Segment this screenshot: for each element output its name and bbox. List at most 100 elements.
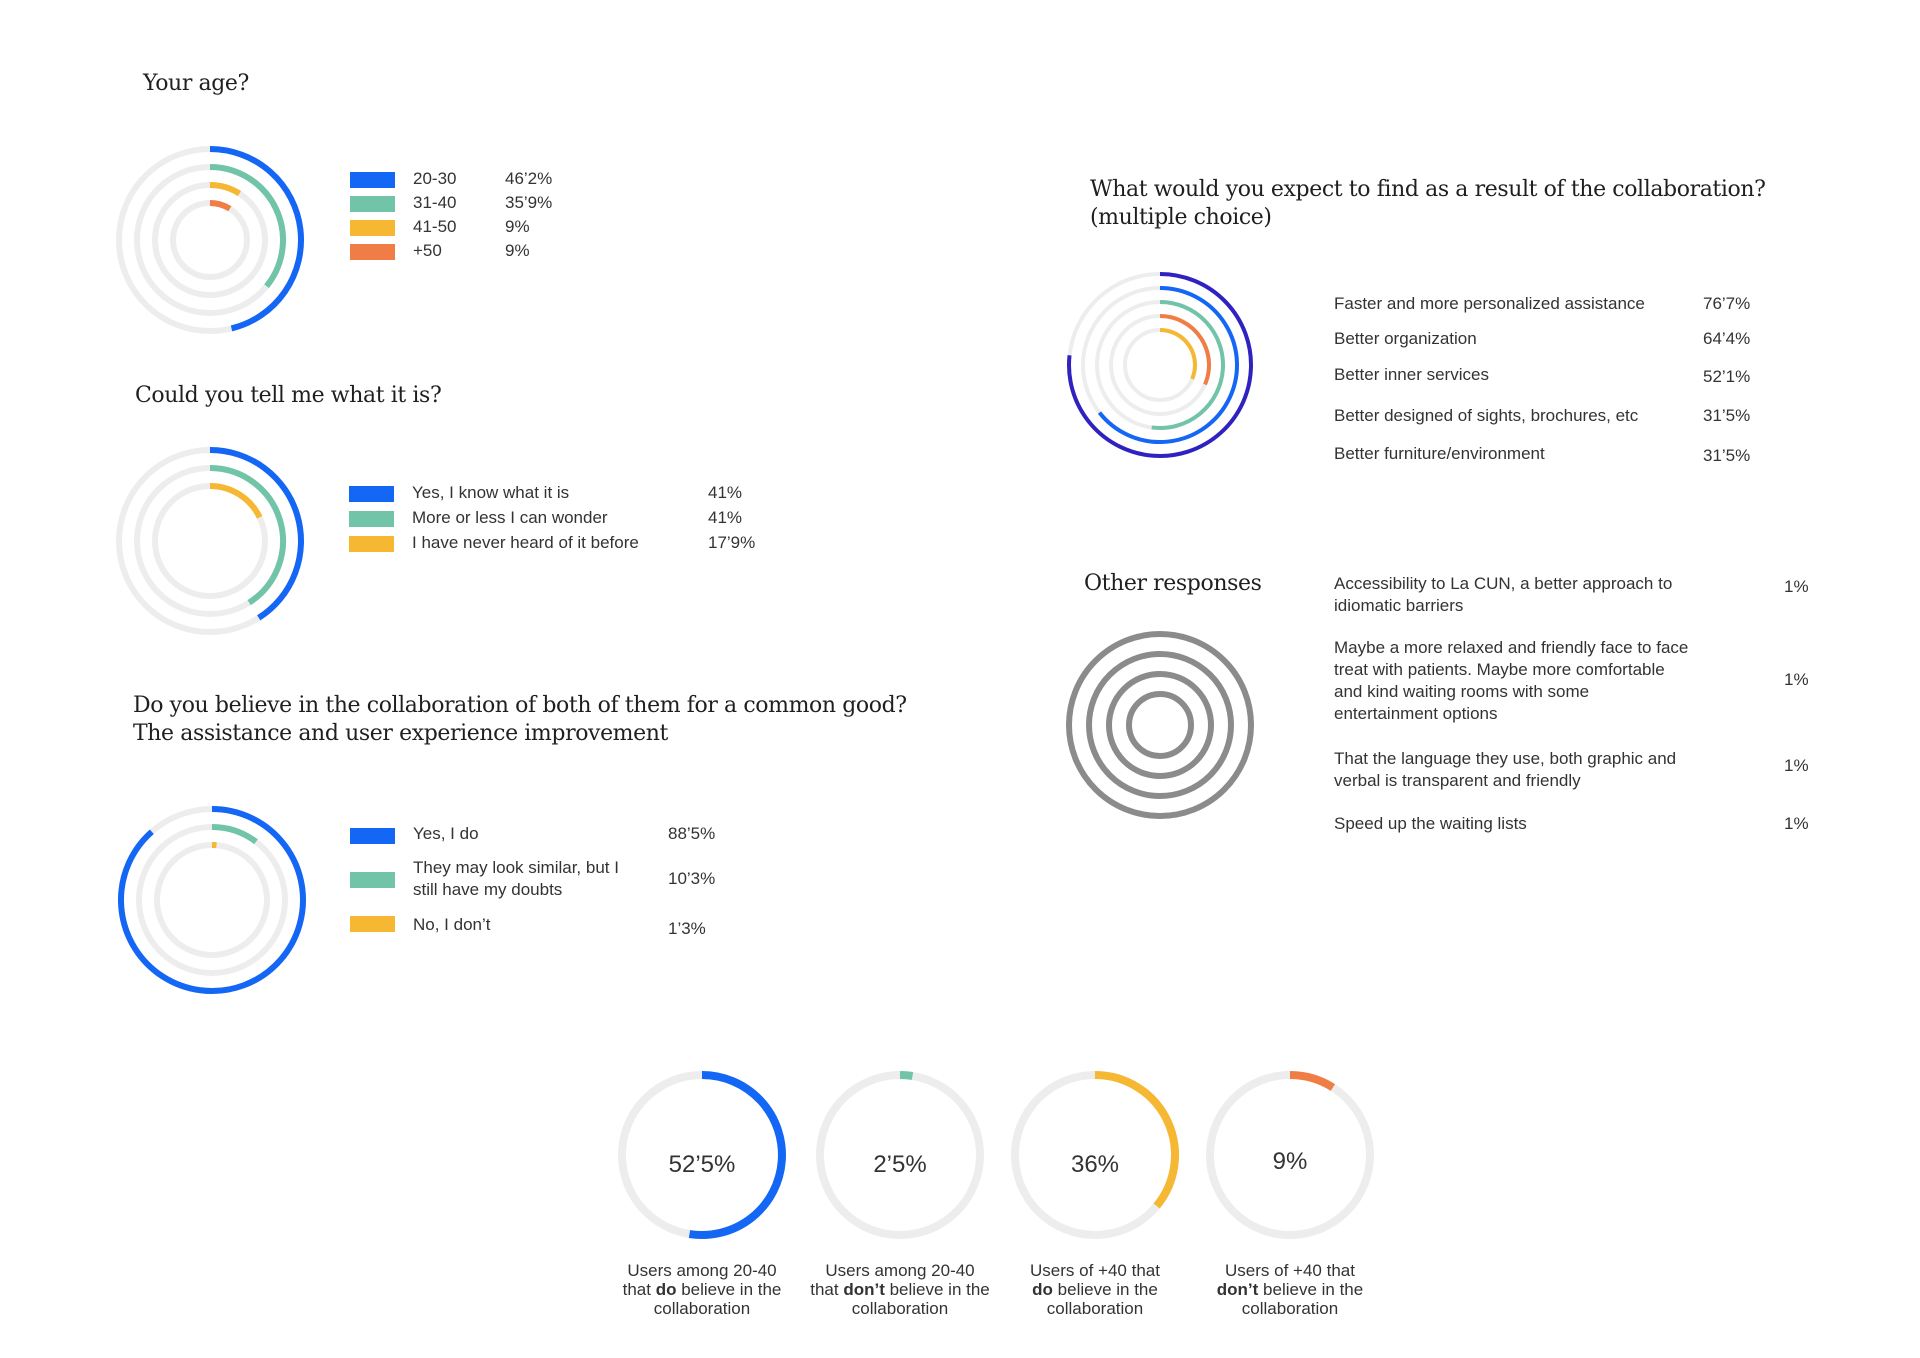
legend-value: 9% [505, 241, 530, 260]
list-label: Speed up the waiting lists [1334, 814, 1527, 833]
awareness-chart-title: Could you tell me what it is? [135, 383, 442, 408]
caption-text: believe in the [1258, 1280, 1364, 1299]
expectations-list: Faster and more personalized assistance … [1334, 293, 1764, 473]
list-value: 1% [1784, 756, 1809, 775]
donut-caption: Users of +40 that do believe in the coll… [995, 1261, 1195, 1318]
list-label: Better organization [1334, 329, 1477, 348]
list-label: Faster and more personalized assistance [1334, 294, 1645, 313]
belief-radial-chart [118, 806, 306, 994]
ring-outline [1126, 691, 1194, 759]
ring-bar-blue [209, 447, 304, 621]
legend-value: 41% [708, 508, 743, 527]
title-line: What would you expect to find as a resul… [1090, 177, 1766, 202]
list-value: 31’5% [1703, 446, 1751, 465]
caption-text: believe in the [884, 1280, 990, 1299]
donut-bar-blue [688, 1071, 786, 1239]
legend-swatch-yellow [349, 536, 394, 552]
legend-label: I have never heard of it before [412, 533, 639, 552]
legend-label: No, I don’t [413, 915, 491, 934]
legend-swatch-yellow [350, 916, 395, 932]
donut-40plus-dont: 9% Users of +40 that don’t believe in th… [1190, 1065, 1390, 1325]
awareness-radial-chart [116, 447, 304, 635]
ring-bar-yellow [209, 182, 242, 197]
ring-bar-yellow [1159, 328, 1197, 380]
caption-emphasis: do [1032, 1280, 1053, 1299]
donut-40plus-do: 36% Users of +40 that do believe in the … [995, 1065, 1195, 1325]
caption-text: believe in the [1052, 1280, 1158, 1299]
caption-line: Users of +40 that [1030, 1261, 1160, 1280]
list-label: and kind waiting rooms with some [1334, 682, 1590, 701]
ring-track [170, 200, 250, 280]
list-label: idiomatic barriers [1334, 596, 1464, 615]
donut-caption: Users of +40 that don’t believe in the c… [1190, 1261, 1390, 1318]
ring-bar-green [1151, 300, 1225, 430]
donut-bar-yellow [1094, 1071, 1179, 1209]
donut-chart [816, 1070, 984, 1239]
caption-line: collaboration [1241, 1299, 1339, 1318]
donut-chart [618, 1071, 786, 1239]
ring-bar-blue [209, 146, 304, 332]
ring-bar-green [211, 824, 258, 845]
legend-value: 1’3% [668, 919, 706, 938]
list-value: 52’1% [1703, 367, 1751, 386]
donut-value: 52’5% [668, 1151, 736, 1178]
caption-line: collaboration [1046, 1299, 1144, 1318]
legend-label: More or less I can wonder [412, 508, 608, 527]
donut-caption: Users among 20-40 that don’t believe in … [800, 1261, 1000, 1318]
legend-label: Yes, I know what it is [412, 483, 570, 502]
list-label: Better inner services [1334, 365, 1489, 384]
legend-swatch-orange [350, 244, 395, 260]
list-value: 31’5% [1703, 406, 1751, 425]
age-chart-title: Your age? [143, 71, 249, 96]
list-value: 76’7% [1703, 294, 1751, 313]
other-responses-rings [1066, 631, 1254, 819]
legend-swatch-green [350, 196, 395, 212]
list-value: 1% [1784, 670, 1809, 689]
donut-bar-orange [1289, 1071, 1336, 1091]
ring-bar-yellow [209, 483, 263, 519]
other-responses-list: Accessibility to La CUN, a better approa… [1334, 573, 1824, 843]
legend-swatch-yellow [350, 220, 395, 236]
expectations-chart-title: What would you expect to find as a resul… [1090, 176, 1766, 232]
donut-caption: Users among 20-40 that do believe in the… [602, 1261, 802, 1318]
list-label: That the language they use, both graphic… [1334, 749, 1677, 768]
list-label: Accessibility to La CUN, a better approa… [1334, 574, 1673, 593]
list-label: Maybe a more relaxed and friendly face t… [1334, 638, 1689, 657]
ring-outline [1086, 651, 1234, 799]
ring-bar-orange [1159, 314, 1211, 386]
caption-text: believe in the [676, 1280, 782, 1299]
ring-bar-blue [118, 806, 306, 994]
list-label: Better designed of sights, brochures, et… [1334, 406, 1639, 425]
caption-text: that [810, 1280, 844, 1299]
legend-swatch-blue [349, 486, 394, 502]
donut-chart [1011, 1071, 1179, 1239]
legend-label: They may look similar, but I [413, 858, 619, 877]
caption-line: collaboration [851, 1299, 949, 1318]
age-legend: 20-30 46’2% 31-40 35’9% 41-50 9% +50 9% [350, 168, 610, 268]
caption-line: Users among 20-40 [627, 1261, 777, 1280]
title-line: (multiple choice) [1090, 205, 1272, 230]
ring-outline [1106, 671, 1214, 779]
legend-value: 41% [708, 483, 743, 502]
other-responses-title: Other responses [1084, 571, 1262, 596]
ring-track [154, 842, 270, 958]
legend-value: 88’5% [668, 824, 716, 843]
awareness-legend: Yes, I know what it is 41% More or less … [349, 482, 779, 558]
title-line: Do you believe in the collaboration of b… [133, 693, 907, 718]
caption-line: collaboration [653, 1299, 751, 1318]
legend-swatch-green [349, 511, 394, 527]
expectations-radial-chart [1067, 272, 1253, 458]
belief-chart-title: Do you believe in the collaboration of b… [133, 692, 907, 748]
list-label: Better furniture/environment [1334, 444, 1545, 463]
caption-line: Users among 20-40 [825, 1261, 975, 1280]
legend-label: 31-40 [413, 193, 457, 212]
legend-value: 9% [505, 217, 530, 236]
ring-track [136, 824, 288, 976]
donut-bar-green [899, 1070, 914, 1080]
list-value: 64’4% [1703, 329, 1751, 348]
donut-20-40-do: 52’5% Users among 20-40 that do believe … [602, 1065, 802, 1325]
caption-text: that [622, 1280, 656, 1299]
caption-emphasis: do [655, 1280, 677, 1299]
ring-bar-green [209, 164, 286, 289]
legend-value: 17’9% [708, 533, 756, 552]
